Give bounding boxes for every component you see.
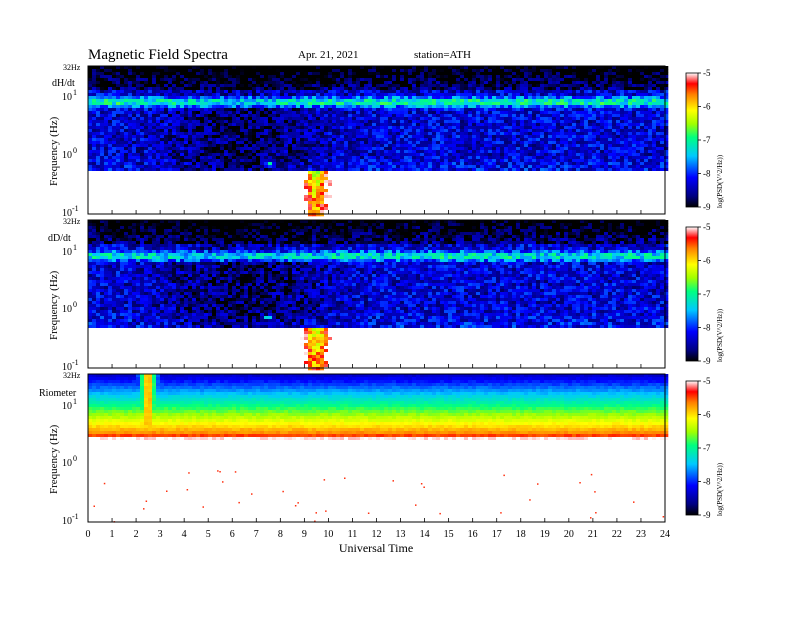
x-tick-label: 16 (468, 529, 478, 540)
x-tick-label: 6 (230, 529, 235, 540)
x-tick-label: 7 (254, 529, 259, 540)
colorbar-tick-label: -6 (703, 256, 711, 266)
x-tick-label: 17 (492, 529, 502, 540)
colorbar-tick-label: -7 (703, 289, 711, 299)
ylabel-dd-dt: Frequency (Hz) (48, 270, 60, 340)
x-tick-label: 0 (86, 529, 91, 540)
panel-dh-dt: dH/dt 32Hz 10 1 10 0 10 -1 Frequency (Hz… (48, 63, 724, 219)
x-tick-label: 1 (110, 529, 115, 540)
x-tick-label: 22 (612, 529, 622, 540)
panel-label-dh-dt: dH/dt (52, 78, 75, 89)
ytick-dh-dt-10-0: 10 0 (62, 146, 77, 161)
figure-title: Magnetic Field Spectra (88, 47, 228, 63)
x-tick-label: 14 (420, 529, 430, 540)
top-tick-riometer: 32Hz (63, 371, 81, 380)
colorbar-label-dd-dt: log(PSD(V^2/Hz)) (716, 308, 724, 362)
x-tick-label: 20 (564, 529, 574, 540)
x-tick-label: 15 (444, 529, 454, 540)
top-tick-dh-dt: 32Hz (63, 63, 81, 72)
colorbar-tick-label: -8 (703, 169, 711, 179)
x-tick-label: 9 (302, 529, 307, 540)
ytick-riometer-10-m1: 10 -1 (62, 512, 79, 527)
colorbar-tick-label: -6 (703, 102, 711, 112)
colorbar-tick-label: -5 (703, 68, 711, 78)
figure-date: Apr. 21, 2021 (298, 49, 359, 61)
colorbar-label-dh-dt: log(PSD(V^2/Hz)) (716, 154, 724, 208)
x-tick-label: 24 (660, 529, 670, 540)
x-tick-label: 5 (206, 529, 211, 540)
colorbar-tick-label: -9 (703, 510, 711, 520)
ylabel-dh-dt: Frequency (Hz) (48, 116, 60, 186)
x-tick-label: 3 (158, 529, 163, 540)
x-axis-label: Universal Time (339, 541, 413, 555)
x-tick-label: 11 (348, 529, 358, 540)
panel-riometer: Riometer 32Hz 10 1 10 0 10 -1 Frequency … (39, 371, 724, 527)
colorbar-label-riometer: log(PSD(V^2/Hz)) (716, 462, 724, 516)
colorbar-tick-label: -5 (703, 376, 711, 386)
colorbar-tick-label: -5 (703, 222, 711, 232)
heatmap-dd-dt (88, 220, 668, 370)
figure-station: station=ATH (414, 49, 471, 61)
x-tick-label: 8 (278, 529, 283, 540)
ytick-riometer-10-0: 10 0 (62, 454, 77, 469)
top-tick-dd-dt: 32Hz (63, 217, 81, 226)
colorbar-tick-label: -8 (703, 477, 711, 487)
colorbar-tick-label: -6 (703, 410, 711, 420)
panel-dd-dt: dD/dt 32Hz 10 1 10 0 10 -1 Frequency (Hz… (48, 217, 724, 373)
panel-label-dd-dt: dD/dt (48, 233, 71, 244)
ylabel-riometer: Frequency (Hz) (48, 424, 60, 494)
heatmap-dh-dt (88, 66, 668, 216)
colorbar-dd-dt: -5 -6 -7 -8 -9 log(PSD(V^2/Hz)) (686, 222, 724, 366)
ytick-riometer-10-1: 10 1 (62, 397, 77, 412)
colorbar-tick-label: -9 (703, 202, 711, 212)
colorbar-dh-dt: -5 -6 -7 -8 -9 log(PSD(V^2/Hz)) (686, 68, 724, 212)
colorbar-tick-label: -7 (703, 135, 711, 145)
colorbar-tick-label: -7 (703, 443, 711, 453)
x-tick-label: 10 (323, 529, 333, 540)
heatmap-riometer (88, 374, 668, 524)
colorbar-tick-label: -8 (703, 323, 711, 333)
ytick-dd-dt-10-1: 10 1 (62, 243, 77, 258)
colorbar-riometer: -5 -6 -7 -8 -9 log(PSD(V^2/Hz)) (686, 376, 724, 520)
x-tick-label: 21 (588, 529, 598, 540)
colorbar-tick-label: -9 (703, 356, 711, 366)
ytick-dd-dt-10-0: 10 0 (62, 300, 77, 315)
x-tick-label: 23 (636, 529, 646, 540)
x-tick-label: 4 (182, 529, 187, 540)
x-tick-label: 19 (540, 529, 550, 540)
x-tick-label: 13 (396, 529, 406, 540)
x-tick-label: 12 (372, 529, 382, 540)
x-tick-label: 2 (134, 529, 139, 540)
panel-label-riometer: Riometer (39, 388, 77, 399)
x-tick-label: 18 (516, 529, 526, 540)
ytick-dh-dt-10-1: 10 1 (62, 88, 77, 103)
